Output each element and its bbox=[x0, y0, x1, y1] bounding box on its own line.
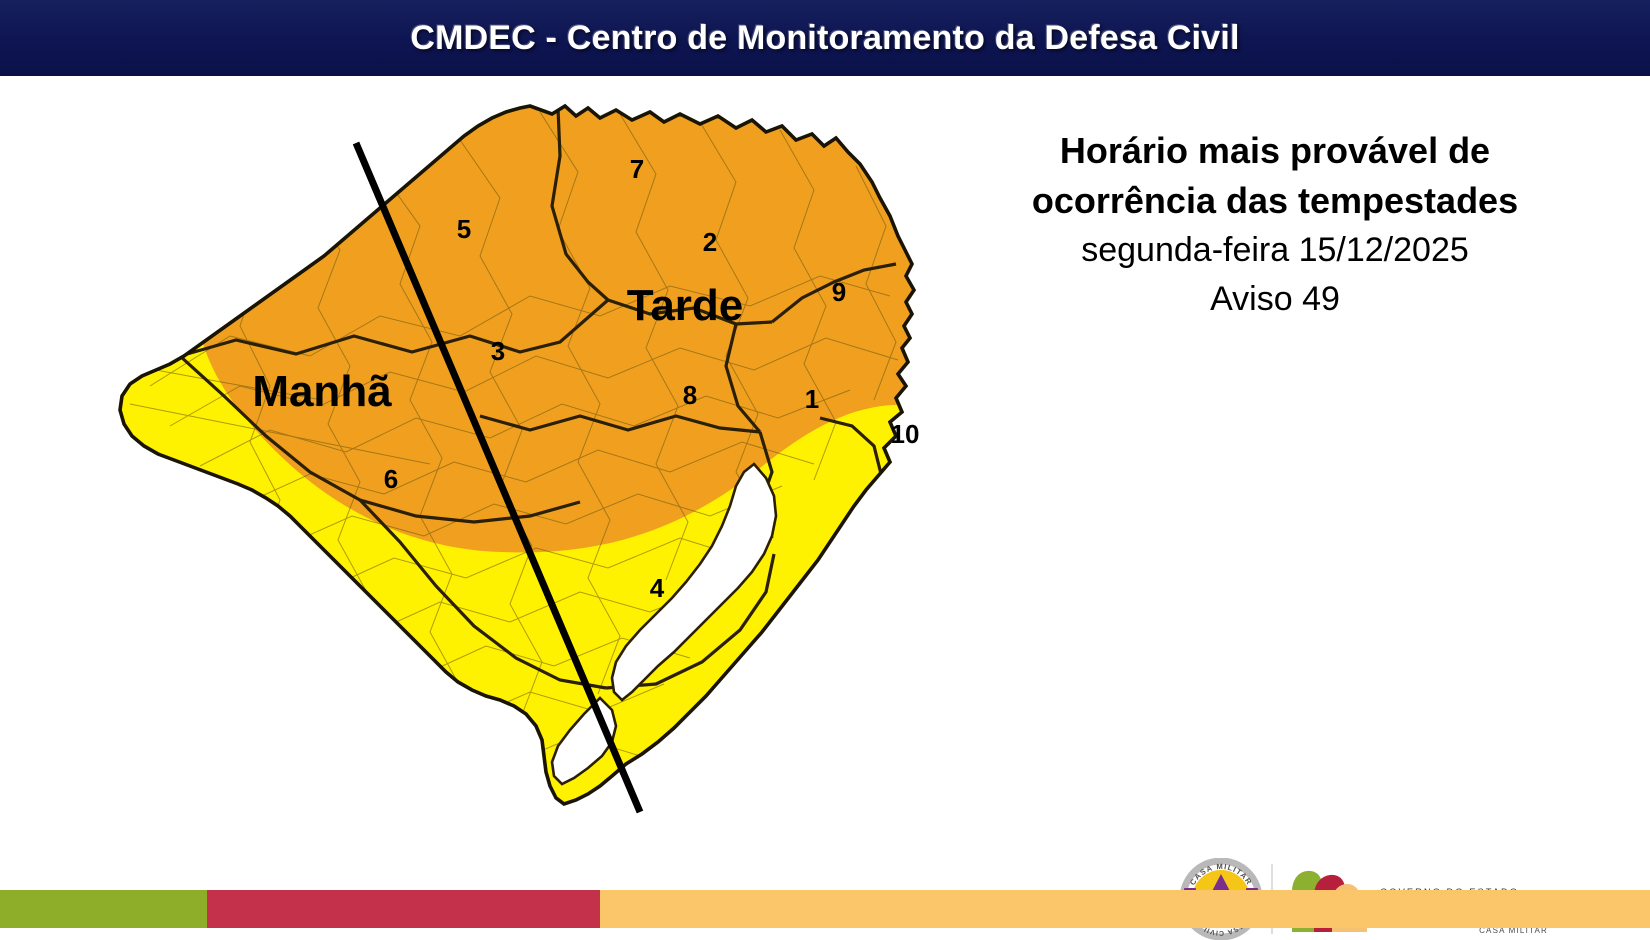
region-number-10: 10 bbox=[891, 419, 920, 449]
bottom-color-strip bbox=[0, 890, 1650, 928]
header-bar: CMDEC - Centro de Monitoramento da Defes… bbox=[0, 0, 1650, 76]
region-number-6: 6 bbox=[384, 464, 398, 494]
region-number-9: 9 bbox=[832, 277, 846, 307]
strip-segment-green bbox=[0, 890, 207, 928]
region-number-8: 8 bbox=[683, 380, 697, 410]
zone-label-tarde: Tarde bbox=[627, 281, 744, 330]
forecast-heading-line1: Horário mais provável de bbox=[1059, 130, 1491, 171]
zone-label-manha: Manhã bbox=[252, 367, 392, 416]
page-title: CMDEC - Centro de Monitoramento da Defes… bbox=[410, 18, 1240, 57]
forecast-date: segunda-feira 15/12/2025 bbox=[1081, 231, 1469, 269]
forecast-info-panel: Horário mais provável de ocorrência das … bbox=[985, 126, 1565, 324]
region-number-5: 5 bbox=[457, 214, 471, 244]
strip-segment-amber bbox=[600, 890, 1650, 928]
rs-warning-map: Manhã Tarde 7 5 2 9 3 8 1 10 6 4 bbox=[60, 86, 960, 846]
region-borders bbox=[178, 107, 897, 690]
time-divider-line bbox=[352, 141, 644, 814]
region-number-3: 3 bbox=[491, 336, 505, 366]
strip-segment-red bbox=[207, 890, 600, 928]
forecast-notice-id: Aviso 49 bbox=[1210, 280, 1340, 318]
region-number-4: 4 bbox=[650, 573, 665, 603]
region-number-7: 7 bbox=[630, 154, 644, 184]
region-number-2: 2 bbox=[703, 227, 717, 257]
slide-body: Manhã Tarde 7 5 2 9 3 8 1 10 6 4 Horário… bbox=[0, 76, 1650, 940]
region-number-1: 1 bbox=[805, 384, 819, 414]
forecast-heading-line2: ocorrência das tempestades bbox=[1031, 180, 1519, 221]
